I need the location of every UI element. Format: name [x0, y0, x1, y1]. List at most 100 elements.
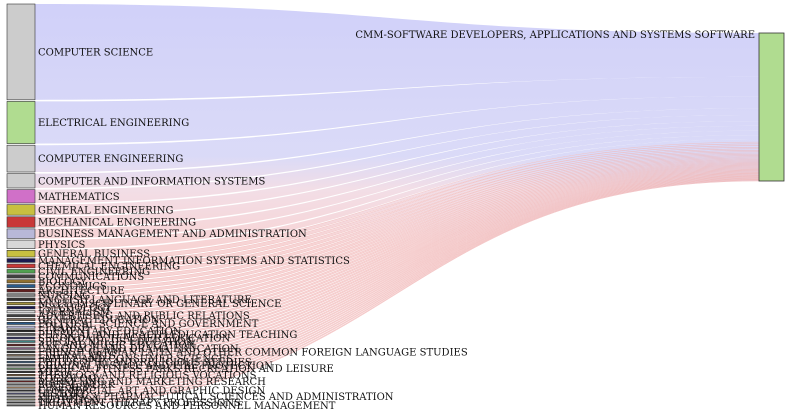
source-label: CHEMICAL ENGINEERING [38, 261, 180, 272]
source-node [6, 258, 36, 263]
source-label: PHYSICAL AND HEALTH EDUCATION TEACHING [38, 330, 297, 341]
flow-link [35, 4, 759, 100]
source-node [6, 347, 36, 350]
source-node [6, 377, 36, 380]
source-label: MARKETING AND MARKETING RESEARCH [38, 377, 266, 388]
source-node [6, 189, 36, 204]
source-node [6, 228, 36, 239]
flow-link [35, 96, 759, 173]
source-label: COMPUTER ENGINEERING [38, 154, 183, 165]
flow-links [34, 4, 760, 407]
source-node [6, 373, 36, 377]
source-node [6, 401, 36, 404]
target-node [758, 32, 785, 182]
source-node [6, 322, 36, 325]
source-label: BUSINESS MANAGEMENT AND ADMINISTRATION [38, 229, 307, 240]
source-node [6, 318, 36, 322]
flow-link [35, 130, 759, 239]
source-label: ART AND MUSIC EDUCATION [37, 341, 196, 352]
source-label: PHARMACY PHARMACEUTICAL SCIENCES AND ADM… [38, 392, 394, 403]
source-node [6, 306, 36, 310]
source-label: SOCIAL WORK [38, 380, 116, 391]
flow-link [35, 135, 759, 249]
source-label: MUSIC [38, 367, 75, 378]
source-node [6, 269, 36, 274]
source-node [6, 314, 36, 318]
source-node [6, 329, 36, 333]
source-label: COMMERCIAL ART AND GRAPHIC DESIGN [38, 386, 265, 397]
source-node [6, 367, 36, 370]
source-node [6, 336, 36, 340]
source-node [6, 288, 36, 293]
source-node [6, 249, 36, 258]
source-node [6, 284, 36, 288]
source-node [6, 383, 36, 386]
source-label: POLITICAL SCIENCE AND GOVERNMENT [38, 319, 259, 330]
source-label: FINE ARTS [38, 383, 96, 394]
target-node-group: CMM-SOFTWARE DEVELOPERS, APPLICATIONS AN… [355, 30, 785, 182]
source-node [6, 263, 36, 269]
source-label: THEOLOGY AND RELIGIOUS VOCATIONS [38, 371, 257, 382]
source-node [6, 343, 36, 347]
source-node [6, 3, 36, 101]
source-node [6, 398, 36, 401]
target-label: CMM-SOFTWARE DEVELOPERS, APPLICATIONS AN… [355, 30, 755, 41]
flow-link [35, 125, 759, 228]
source-label: MATHEMATICS [38, 192, 120, 203]
source-label: GENERAL ENGINEERING [38, 205, 173, 216]
source-label: PHILOSOPHY AND RELIGIOUS STUDIES [38, 358, 252, 369]
source-node [6, 404, 36, 407]
source-label: COMPUTER AND INFORMATION SYSTEMS [38, 176, 265, 187]
source-label: FRENCH GERMAN LATIN AND OTHER COMMON FOR… [38, 347, 468, 358]
source-label: MULTI-DISCIPLINARY OR GENERAL SCIENCE [38, 299, 281, 310]
source-node [6, 293, 36, 297]
source-node [6, 357, 36, 360]
source-node [6, 144, 36, 173]
source-node [6, 310, 36, 314]
source-node [6, 279, 36, 284]
source-node [6, 101, 36, 144]
source-label: GENERAL BUSINESS [38, 249, 150, 260]
source-label: TREATMENT THERAPY PROFESSIONS [38, 398, 241, 409]
source-label: CIVIL ENGINEERING [38, 267, 150, 278]
source-node [6, 325, 36, 329]
flow-link [35, 139, 759, 258]
flow-link [35, 76, 759, 144]
source-label: COMMUNICATIONS [38, 272, 144, 283]
source-node [6, 216, 36, 228]
source-node [6, 301, 36, 306]
source-label: LANGUAGE AND DRAMA EDUCATION [38, 344, 239, 355]
source-label: MECHANICAL ENGINEERING [38, 218, 196, 229]
source-nodes: COMPUTER SCIENCE ELECTRICAL ENGINEERING CO… [6, 3, 468, 412]
source-label: BIOLOGY [38, 277, 87, 288]
source-node [6, 392, 36, 395]
flow-link [35, 108, 759, 188]
source-label: ECONOMICS [38, 282, 107, 293]
source-label: ENGLISH LANGUAGE AND LITERATURE [38, 295, 252, 306]
source-label: SECONDARY TEACHER EDUCATION [38, 333, 230, 344]
source-label: ADVERTISING AND PUBLIC RELATIONS [37, 311, 250, 322]
source-label: PSYCHOLOGY [38, 303, 112, 314]
source-label: ARCHITECTURE [37, 286, 125, 297]
source-node [6, 274, 36, 279]
source-label: MANAGEMENT INFORMATION SYSTEMS AND STATI… [38, 256, 350, 267]
source-label: PHYSICS [38, 240, 86, 251]
source-label: ELEMENTARY EDUCATION [38, 326, 182, 337]
source-label: JOURNALISM [37, 307, 110, 318]
source-node [6, 350, 36, 354]
source-node [6, 380, 36, 383]
source-node [6, 297, 36, 301]
source-node [6, 340, 36, 343]
source-label: LIBERAL ARTS [38, 351, 116, 362]
source-node [6, 173, 36, 189]
source-node [6, 333, 36, 336]
source-node [6, 386, 36, 389]
source-label: COMPUTER SCIENCE [38, 47, 153, 58]
source-label: PHYSICAL FITNESS PARKS RECREATION AND LE… [38, 364, 334, 375]
source-node [6, 360, 36, 364]
source-label: HISTORY [38, 389, 87, 400]
source-label: SOCIOLOGY [38, 374, 103, 385]
source-label: NUTRITION [38, 395, 101, 406]
source-node [6, 239, 36, 249]
